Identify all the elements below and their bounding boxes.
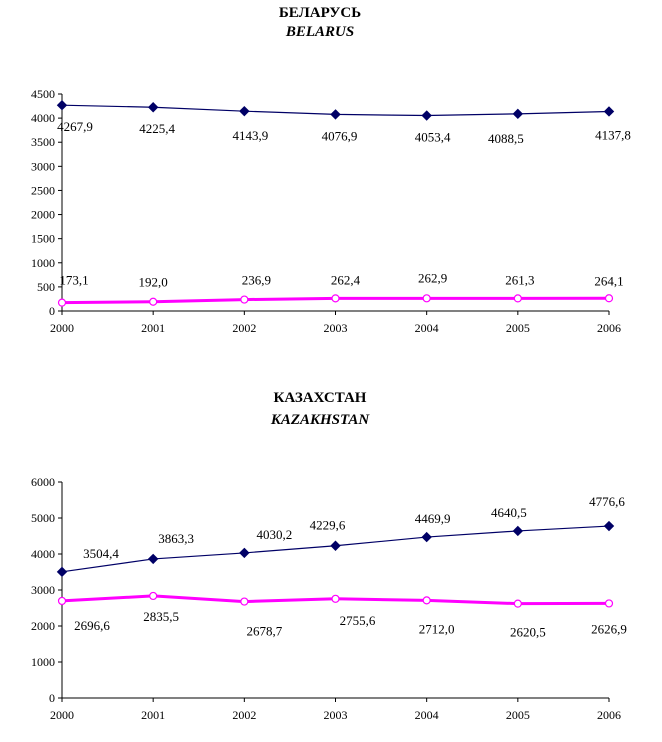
x-tick-label: 2006: [597, 321, 621, 335]
data-label: 2835,5: [143, 609, 179, 624]
data-label: 262,4: [331, 272, 361, 287]
data-label: 2626,9: [591, 621, 627, 636]
y-tick-label: 4500: [31, 87, 55, 101]
chart2-subtitle: KAZAKHSTAN: [270, 412, 371, 428]
y-tick-label: 6000: [31, 475, 55, 489]
data-label: 3863,3: [158, 531, 194, 546]
data-point-diamond: [421, 531, 432, 543]
y-tick-label: 1000: [31, 655, 55, 669]
y-tick-label: 2000: [31, 208, 55, 222]
data-point-circle: [513, 599, 522, 608]
data-point-circle: [57, 298, 67, 307]
y-tick-label: 3000: [31, 583, 55, 597]
chart1-subtitle: BELARUS: [285, 24, 354, 40]
data-point-diamond: [512, 108, 524, 120]
data-label: 4225,4: [139, 121, 175, 136]
data-point-circle: [240, 295, 249, 304]
y-tick-label: 4000: [31, 111, 55, 125]
x-tick-label: 2001: [141, 321, 165, 335]
x-tick-label: 2005: [506, 321, 530, 335]
data-point-circle: [604, 294, 614, 303]
y-tick-label: 1500: [31, 232, 55, 246]
y-tick-label: 2000: [31, 619, 55, 633]
x-tick-label: 2004: [415, 321, 439, 335]
data-label: 4229,6: [310, 518, 346, 533]
data-label: 2712,0: [419, 621, 455, 636]
chart2-plot: 0 1000 2000 3000 4000 5000 6000 2000 2001 2002 200…: [31, 475, 627, 722]
y-tick-label: 0: [49, 304, 55, 318]
data-point-circle: [331, 594, 340, 603]
data-label: 4267,9: [57, 119, 93, 134]
x-tick-label: 2004: [415, 708, 439, 722]
y-tick-label: 500: [37, 280, 55, 294]
data-label: 192,0: [139, 275, 168, 290]
data-point-diamond: [239, 547, 250, 559]
data-point-diamond: [56, 566, 68, 578]
data-label: 4137,8: [595, 127, 631, 142]
data-label: 4640,5: [491, 505, 527, 520]
data-point-diamond: [147, 102, 159, 113]
chart1-plot: 0 500 1000 1500 2000 2500 3000 3500 4000 4500 2000…: [31, 87, 631, 335]
y-tick-label: 3500: [31, 135, 55, 149]
data-point-circle: [422, 294, 431, 303]
data-label: 236,9: [242, 273, 271, 288]
data-point-diamond: [603, 106, 615, 117]
data-label: 4053,4: [415, 130, 451, 145]
x-tick-label: 2000: [50, 321, 74, 335]
x-tick-label: 2003: [324, 321, 348, 335]
data-label: 4143,9: [232, 128, 268, 143]
data-label: 2678,7: [246, 624, 282, 639]
data-label: 2620,5: [510, 625, 546, 640]
chart2-title: КАЗАХСТАН: [274, 390, 367, 406]
chart1-title: БЕЛАРУСЬ: [279, 5, 361, 21]
data-point-diamond: [239, 105, 250, 117]
data-point-diamond: [330, 540, 341, 551]
data-point-circle: [513, 294, 522, 303]
data-point-circle: [331, 294, 340, 303]
y-tick-label: 4000: [31, 547, 55, 561]
data-point-circle: [149, 591, 158, 601]
data-point-diamond: [512, 525, 524, 537]
data-label: 3504,4: [83, 546, 119, 561]
data-label: 2696,6: [74, 618, 110, 633]
data-point-circle: [604, 599, 614, 608]
data-point-circle: [57, 596, 67, 606]
data-label: 4776,6: [589, 494, 625, 509]
data-point-diamond: [421, 110, 432, 121]
y-tick-label: 3000: [31, 159, 55, 173]
data-point-circle: [240, 597, 249, 606]
x-tick-label: 2003: [324, 708, 348, 722]
data-label: 261,3: [505, 272, 534, 287]
y-tick-label: 5000: [31, 511, 55, 525]
data-label: 4088,5: [488, 131, 524, 146]
data-label: 4469,9: [415, 511, 451, 526]
data-label: 4030,2: [256, 527, 292, 542]
data-label: 173,1: [59, 273, 88, 288]
y-tick-label: 0: [49, 691, 55, 705]
x-tick-label: 2001: [141, 708, 165, 722]
x-tick-label: 2006: [597, 708, 621, 722]
y-tick-label: 2500: [31, 183, 55, 197]
data-label: 262,9: [418, 270, 447, 285]
data-point-diamond: [147, 553, 159, 565]
data-point-circle: [149, 297, 158, 306]
x-tick-label: 2002: [232, 321, 256, 335]
data-label: 4076,9: [322, 128, 358, 143]
data-point-diamond: [603, 520, 615, 532]
data-point-diamond: [330, 109, 341, 120]
x-tick-label: 2005: [506, 708, 530, 722]
x-tick-label: 2002: [232, 708, 256, 722]
y-tick-label: 1000: [31, 256, 55, 270]
data-point-circle: [422, 596, 431, 605]
data-label: 2755,6: [340, 613, 376, 628]
x-tick-label: 2000: [50, 708, 74, 722]
data-point-diamond: [56, 99, 68, 111]
data-label: 264,1: [594, 273, 623, 288]
